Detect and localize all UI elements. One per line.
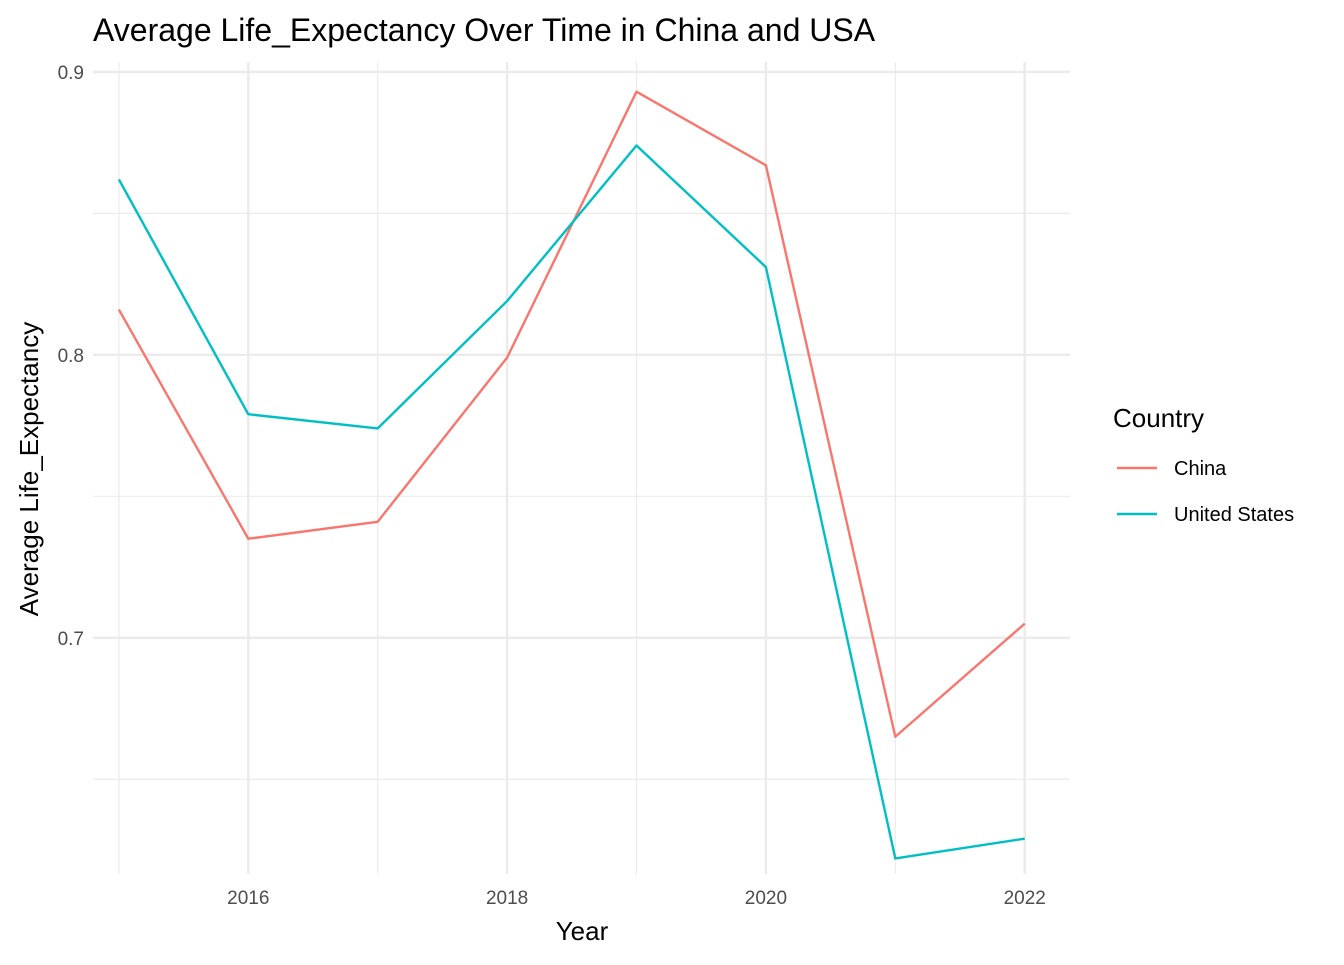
- x-tick-label: 2020: [745, 888, 787, 909]
- y-tick-label: 0.7: [58, 629, 84, 650]
- legend-items: China United States: [1117, 458, 1294, 526]
- legend: Country China United States: [1113, 403, 1294, 526]
- y-tick-label: 0.8: [58, 346, 84, 367]
- y-axis-title: Average Life_Expectancy: [14, 322, 44, 616]
- grid-lines: [93, 62, 1070, 874]
- legend-title: Country: [1113, 403, 1204, 433]
- legend-label-united-states: United States: [1174, 504, 1294, 526]
- x-tick-label: 2016: [227, 888, 269, 909]
- series-line-united-states: [117, 144, 1025, 860]
- x-tick-label: 2018: [486, 888, 528, 909]
- x-axis-ticks: 2016 2018 2020 2022: [227, 888, 1046, 909]
- legend-label-china: China: [1174, 458, 1227, 480]
- series-lines: [117, 90, 1026, 860]
- y-axis-ticks: 0.7 0.8 0.9: [58, 63, 84, 650]
- y-tick-label: 0.9: [58, 63, 84, 84]
- x-tick-label: 2022: [1004, 888, 1046, 909]
- chart-title: Average Life_Expectancy Over Time in Chi…: [93, 12, 876, 48]
- x-axis-title: Year: [556, 916, 609, 946]
